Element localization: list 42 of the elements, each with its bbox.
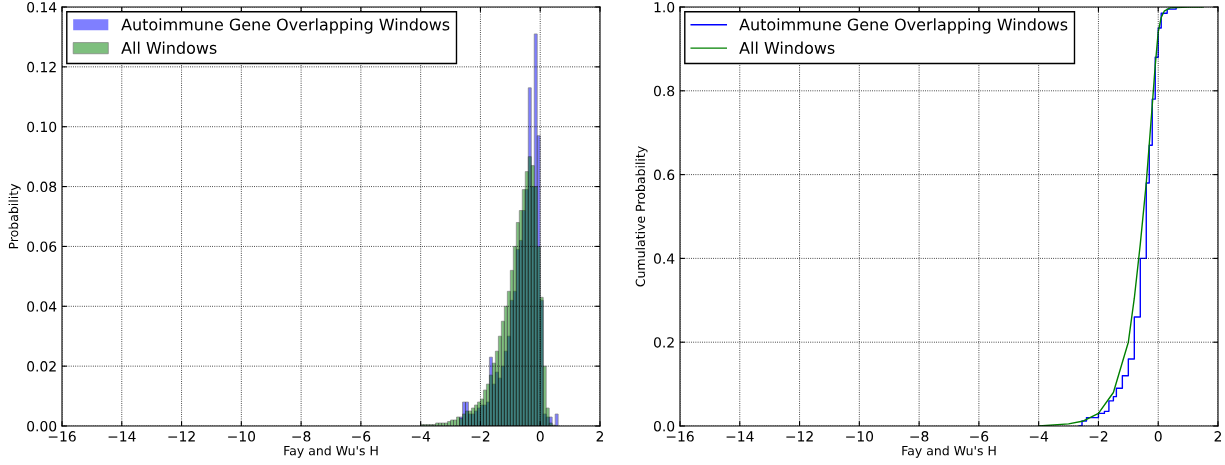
x-tick-label: 0	[1154, 431, 1162, 442]
x-tick-label: −10	[228, 431, 256, 442]
x-axis-title: Fay and Wu's H	[902, 445, 996, 458]
x-tick-label: 0	[536, 431, 544, 442]
y-tick-label: 0.8	[653, 85, 675, 97]
x-tick-label: −6	[970, 431, 989, 442]
x-tick-label: −6	[352, 431, 371, 442]
legend-label: Autoimmune Gene Overlapping Windows	[739, 18, 1068, 34]
legend-label: All Windows	[121, 41, 217, 54]
y-tick-label: 0.14	[27, 1, 57, 13]
x-tick-label: −2	[471, 431, 490, 442]
y-tick-label: 0.00	[27, 420, 57, 432]
x-tick-label: −8	[292, 431, 311, 442]
x-tick-label: 2	[1214, 431, 1222, 442]
y-tick-label: 0.10	[27, 121, 57, 133]
legend-label: All Windows	[739, 41, 835, 54]
x-tick-label: −12	[786, 431, 813, 442]
y-tick-label: 0.4	[653, 253, 675, 264]
x-tick-label: −2	[1089, 431, 1108, 442]
y-tick-label: 0.2	[653, 337, 674, 348]
y-tick-label: 0.0	[653, 420, 675, 432]
y-tick-label: 0.6	[653, 169, 675, 181]
y-tick-label: 0.02	[27, 361, 56, 372]
y-axis-title: Cumulative Probability	[635, 146, 648, 287]
y-tick-label: 0.06	[27, 241, 57, 252]
x-tick-label: −8	[910, 431, 929, 442]
y-tick-label: 0.08	[27, 181, 57, 193]
x-tick-label: −4	[1029, 431, 1049, 442]
y-tick-label: 1.0	[654, 1, 675, 13]
x-tick-label: −12	[168, 431, 195, 442]
y-axis-title: Probability	[8, 183, 21, 249]
x-tick-label: −14	[108, 431, 136, 442]
x-tick-label: −16	[48, 431, 76, 442]
y-tick-label: 0.04	[27, 301, 57, 312]
x-tick-label: −10	[846, 431, 874, 442]
legend-label: Autoimmune Gene Overlapping Windows	[121, 18, 450, 34]
x-axis-title: Fay and Wu's H	[284, 445, 378, 458]
x-tick-label: −4	[411, 431, 431, 442]
x-tick-label: −16	[666, 431, 694, 442]
x-tick-label: 2	[596, 431, 604, 442]
y-tick-label: 0.12	[27, 61, 56, 73]
x-tick-label: −14	[726, 431, 754, 442]
